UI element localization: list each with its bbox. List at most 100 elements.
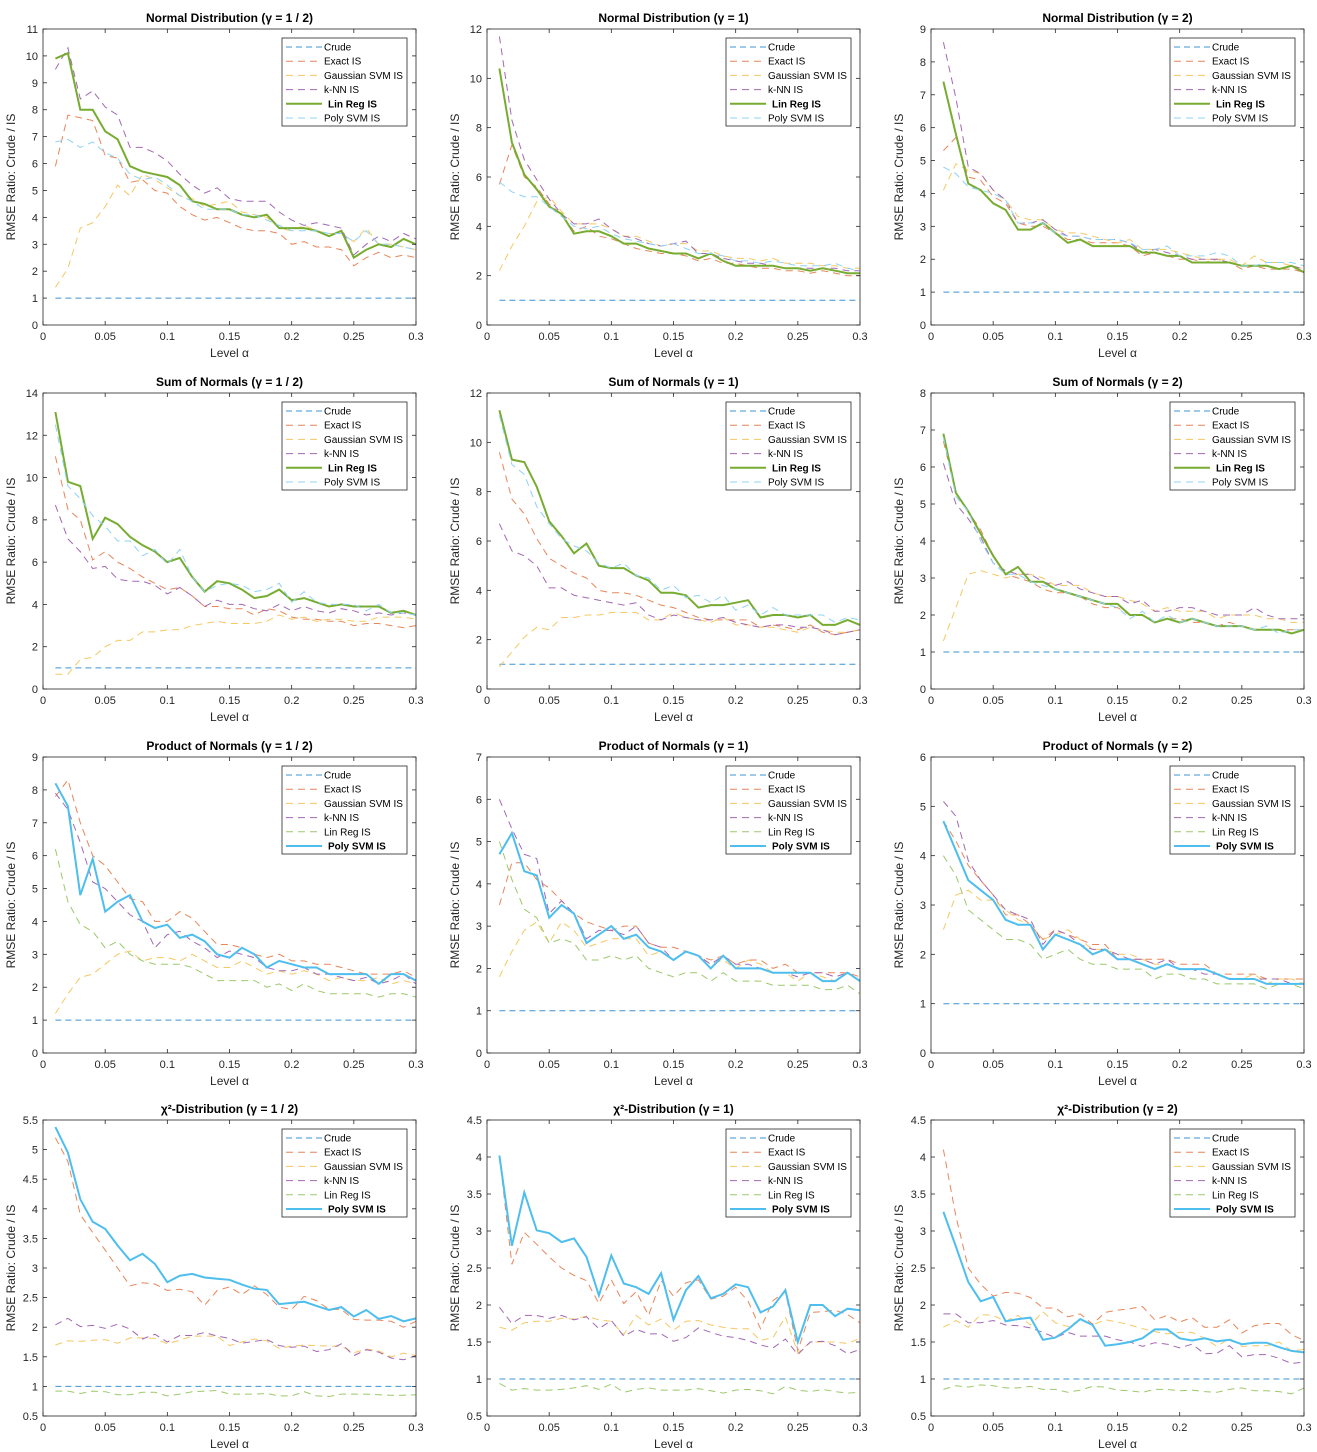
y-axis-label: RMSE Ratio: Crude / IS — [4, 1205, 18, 1332]
y-tick-label: 10 — [26, 473, 38, 485]
x-tick-label: 0.25 — [1231, 1422, 1252, 1434]
series-line-k-nn-is — [943, 1313, 1304, 1365]
x-tick-label: 0.25 — [787, 1059, 808, 1071]
series-group — [942, 433, 1304, 653]
legend-entry-k-nn-is: k-NN IS — [768, 1176, 803, 1187]
y-tick-label: 2.5 — [23, 1293, 38, 1305]
x-tick-label: 0.25 — [1231, 695, 1252, 707]
series-group — [54, 411, 416, 675]
chart-title: Sum of Normals (γ = 2) — [1052, 375, 1182, 389]
y-tick-label: 3 — [32, 949, 38, 961]
x-tick-label: 0.1 — [604, 695, 619, 707]
series-line-gaussian-svm-is — [55, 1335, 416, 1358]
y-tick-label: 7 — [476, 752, 482, 764]
legend-entry-crude: Crude — [768, 407, 796, 418]
y-tick-label: 6 — [32, 159, 38, 171]
series-line-gaussian-svm-is — [55, 614, 416, 675]
y-tick-label: 3 — [920, 573, 926, 585]
legend-entry-k-nn-is: k-NN IS — [324, 1176, 359, 1187]
y-axis-label: RMSE Ratio: Crude / IS — [4, 842, 18, 969]
series-group — [942, 42, 1304, 293]
legend-entry-gaussian-svm-is: Gaussian SVM IS — [1212, 71, 1291, 82]
y-axis-label: RMSE Ratio: Crude / IS — [448, 1205, 462, 1332]
x-tick-label: 0.05 — [982, 1422, 1003, 1434]
series-line-lin-reg-is — [499, 1382, 860, 1395]
series-line-poly-svm-is — [54, 1126, 416, 1323]
y-tick-label: 11 — [27, 24, 38, 36]
y-tick-label: 2.5 — [911, 1263, 926, 1275]
y-tick-label: 0 — [476, 320, 482, 332]
chart-panel-4: 0 0.05 0.1 0.15 0.2 0.25 0.3 0 2 4 6 8 10 12 14 Sum of … — [4, 375, 424, 724]
y-tick-label: 1 — [476, 1006, 482, 1018]
y-tick-label: 10 — [470, 73, 482, 85]
x-axis-label: Level α — [1098, 1074, 1137, 1088]
y-tick-label: 1 — [32, 1015, 38, 1027]
chart-title: Normal Distribution (γ = 1 / 2) — [146, 11, 313, 25]
legend-entry-gaussian-svm-is: Gaussian SVM IS — [1212, 1162, 1291, 1173]
legend-entry-k-nn-is: k-NN IS — [768, 813, 803, 824]
legend-entry-lin-reg-is: Lin Reg IS — [772, 463, 821, 474]
legend-box — [1169, 1128, 1296, 1218]
legend-entry-k-nn-is: k-NN IS — [324, 85, 359, 96]
y-tick-label: 4 — [920, 536, 926, 548]
chart-title: Normal Distribution (γ = 2) — [1042, 11, 1192, 25]
legend: Crude Exact IS Gaussian SVM IS k-NN IS Lin R… — [725, 1128, 852, 1218]
y-tick-label: 4.5 — [467, 1115, 482, 1127]
x-tick-label: 0.05 — [538, 1059, 559, 1071]
y-tick-label: 5 — [920, 801, 926, 813]
y-axis-label: RMSE Ratio: Crude / IS — [892, 842, 906, 969]
series-line-exact-is — [498, 452, 860, 636]
x-tick-label: 0.2 — [1172, 1422, 1187, 1434]
series-line-lin-reg-is — [54, 848, 416, 998]
x-tick-label: 0.2 — [284, 1422, 299, 1434]
legend-entry-lin-reg-is: Lin Reg IS — [324, 1190, 371, 1201]
legend-box — [1169, 37, 1296, 127]
series-line-poly-svm-is — [942, 820, 1304, 985]
x-tick-label: 0.25 — [1231, 331, 1252, 343]
legend-entry-lin-reg-is: Lin Reg IS — [768, 827, 815, 838]
x-tick-label: 0.15 — [663, 695, 684, 707]
series-line-lin-reg-is — [54, 411, 416, 616]
series-line-exact-is — [55, 778, 416, 978]
series-line-poly-svm-is — [54, 782, 416, 986]
x-tick-label: 0.05 — [538, 1422, 559, 1434]
y-tick-label: 2 — [32, 642, 38, 654]
x-tick-label: 0.1 — [1048, 1059, 1063, 1071]
y-tick-label: 1 — [920, 647, 926, 659]
x-axis-label: Level α — [654, 1074, 693, 1088]
x-tick-label: 0.15 — [1107, 1059, 1128, 1071]
x-tick-label: 0.1 — [160, 1422, 175, 1434]
x-tick-label: 0 — [40, 1059, 46, 1071]
legend: Crude Exact IS Gaussian SVM IS k-NN IS Lin R… — [281, 401, 408, 491]
y-tick-label: 8 — [476, 487, 482, 499]
y-tick-label: 6 — [920, 123, 926, 135]
y-tick-label: 0 — [920, 1048, 926, 1060]
x-tick-label: 0.05 — [94, 695, 115, 707]
x-tick-label: 0 — [484, 331, 490, 343]
y-tick-label: 5 — [920, 499, 926, 511]
legend-entry-k-nn-is: k-NN IS — [768, 85, 803, 96]
x-tick-label: 0.2 — [284, 695, 299, 707]
y-tick-label: 2 — [476, 1300, 482, 1312]
y-tick-label: 1 — [920, 999, 926, 1011]
chart-title: Product of Normals (γ = 2) — [1043, 739, 1193, 753]
x-tick-label: 0.1 — [1048, 331, 1063, 343]
y-axis-label: RMSE Ratio: Crude / IS — [448, 114, 462, 241]
series-line-k-nn-is — [498, 523, 860, 636]
legend-entry-exact-is: Exact IS — [1212, 421, 1250, 432]
y-axis-label: RMSE Ratio: Crude / IS — [4, 114, 18, 241]
legend-entry-crude: Crude — [1212, 407, 1240, 418]
series-line-exact-is — [498, 1155, 860, 1353]
series-line-poly-svm-is — [942, 437, 1304, 635]
x-axis-label: Level α — [1098, 710, 1137, 724]
y-tick-label: 3 — [920, 221, 926, 233]
y-axis-label: RMSE Ratio: Crude / IS — [4, 478, 18, 605]
x-tick-label: 0.05 — [982, 331, 1003, 343]
x-tick-label: 0 — [484, 1059, 490, 1071]
y-axis-label: RMSE Ratio: Crude / IS — [892, 478, 906, 605]
legend-entry-k-nn-is: k-NN IS — [1212, 85, 1247, 96]
legend: Crude Exact IS Gaussian SVM IS k-NN IS Lin R… — [1169, 37, 1296, 127]
x-tick-label: 0.15 — [1107, 331, 1128, 343]
legend-entry-exact-is: Exact IS — [768, 1148, 806, 1159]
